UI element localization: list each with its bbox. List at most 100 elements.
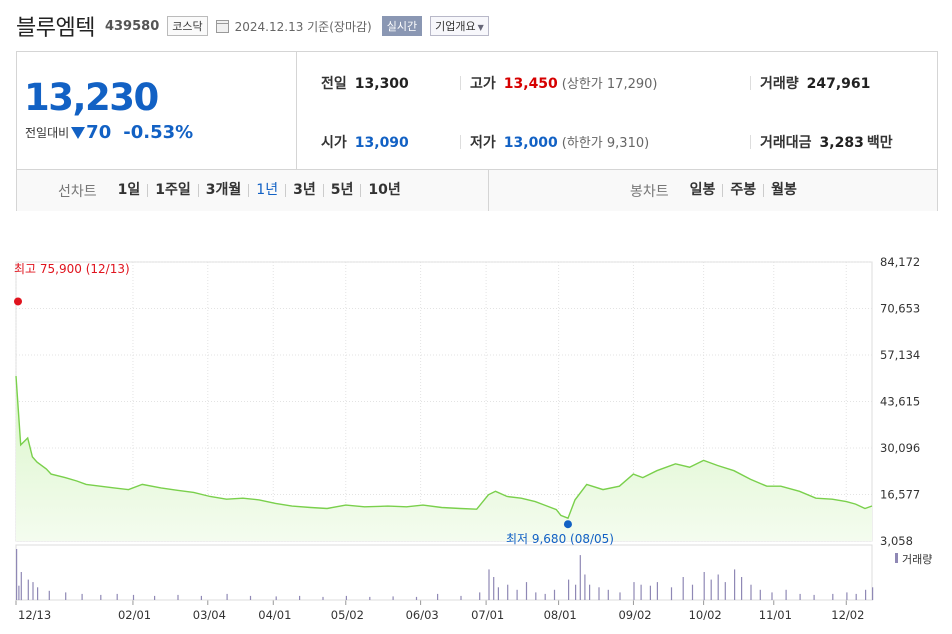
volume-bar: [275, 596, 277, 600]
line-chart-periods: 선차트 1일 1주일 3개월 1년 3년 5년 10년: [17, 170, 489, 211]
volume-bar: [813, 594, 815, 600]
volume-bar: [799, 593, 801, 600]
open-value: 13,090: [354, 135, 409, 151]
volume-bar: [37, 587, 39, 601]
volume-legend-icon: [895, 553, 898, 563]
volume-bar: [177, 594, 179, 600]
current-price: 13,230: [24, 76, 159, 119]
period-tab-3[interactable]: 1년: [248, 183, 285, 197]
volume-bar: [670, 587, 673, 601]
y-tick-label: 30,096: [880, 441, 920, 455]
volume-bar: [703, 572, 705, 601]
volume-bar: [832, 593, 834, 600]
volume-bar: [656, 582, 658, 600]
amount-value: 3,283: [819, 135, 864, 151]
volume-bar: [741, 577, 743, 600]
volume-bar: [322, 596, 324, 600]
volume-bar: [488, 569, 490, 600]
volume-bar: [132, 594, 135, 600]
volume-bar: [649, 585, 651, 600]
low-value: 13,000: [503, 135, 558, 151]
diff-percent: -0.53%: [123, 122, 194, 143]
volume-bar: [18, 585, 20, 600]
y-tick-label: 3,058: [880, 534, 913, 548]
volume-bar: [607, 589, 609, 600]
volume-bar: [437, 593, 439, 600]
volume-bar: [682, 577, 684, 600]
volume-bar: [116, 593, 118, 600]
prev-close-value: 13,300: [354, 76, 409, 92]
candle-chart-label: 봉차트: [630, 183, 669, 200]
high-value: 13,450: [503, 76, 558, 92]
candle-tab-0[interactable]: 일봉: [689, 182, 716, 198]
price-line: [15, 376, 873, 520]
stock-name: 블루엠텍: [16, 16, 95, 41]
volume-bar: [598, 587, 600, 601]
volume-label: 거래량: [760, 76, 799, 92]
line-chart-label: 선차트: [58, 183, 97, 200]
volume-bar: [846, 592, 848, 600]
volume-bar: [584, 574, 586, 600]
period-tab-2[interactable]: 3개월: [197, 183, 249, 197]
min-point: [563, 520, 572, 529]
volume-value: 247,961: [806, 76, 871, 92]
lower-limit-value: 9,310: [606, 136, 645, 151]
volume-bar: [20, 572, 22, 601]
low-label: 저가: [470, 135, 496, 151]
current-price-panel: 13,230 전일대비 70 -0.53%: [17, 52, 297, 169]
price-stats: 전일 13,300 고가 13,450 (상한가 17,290) 거래량 247…: [298, 52, 938, 169]
x-tick-label: 08/01: [544, 608, 577, 622]
candle-tab-1[interactable]: 주봉: [722, 183, 763, 197]
y-tick-label: 43,615: [880, 395, 920, 409]
period-tab-0[interactable]: 1일: [117, 182, 141, 198]
volume-bar: [32, 582, 34, 600]
company-overview-dropdown[interactable]: 기업개요 ▼: [430, 16, 489, 36]
x-tick-label: 07/01: [471, 608, 504, 622]
day-low: 저가 13,000 (하한가 9,310): [470, 132, 649, 152]
volume-bar: [734, 569, 736, 600]
volume-bar: [619, 592, 621, 600]
divider: [750, 135, 751, 149]
candle-tab-2[interactable]: 월봉: [763, 183, 804, 197]
period-tab-5[interactable]: 5년: [322, 183, 361, 197]
divider: [750, 76, 751, 90]
period-tab-1[interactable]: 1주일: [147, 183, 198, 197]
upper-limit-label: 상한가: [566, 77, 603, 92]
volume-bar: [16, 549, 18, 600]
chart-period-bar: 선차트 1일 1주일 3개월 1년 3년 5년 10년 봉차트 일봉 주봉 월봉: [17, 169, 937, 211]
volume-bar: [568, 579, 570, 600]
chevron-down-icon: ▼: [477, 23, 484, 32]
realtime-button[interactable]: 실시간: [381, 16, 423, 36]
period-tab-4[interactable]: 3년: [285, 183, 323, 197]
volume-bar: [785, 589, 787, 600]
max-point: [14, 297, 22, 306]
down-triangle-icon: [71, 126, 86, 139]
price-change: 전일대비 70 -0.53%: [25, 122, 193, 143]
market-badge: 코스닥: [167, 16, 208, 36]
volume-bar: [579, 555, 581, 600]
period-tab-6[interactable]: 10년: [360, 183, 407, 197]
volume-bar: [691, 584, 694, 600]
open-price: 시가 13,090: [321, 132, 409, 152]
y-tick-label: 84,172: [880, 255, 920, 269]
volume-bar: [589, 584, 591, 600]
volume-bar: [497, 587, 499, 601]
lower-limit-label: 하한가: [566, 136, 603, 151]
volume-bar: [855, 593, 857, 600]
volume-bar: [633, 582, 635, 600]
stock-code: 439580: [104, 18, 160, 34]
day-high: 고가 13,450 (상한가 17,290): [470, 73, 657, 93]
volume-bar: [544, 593, 546, 600]
max-annotation: 최고 75,900 (12/13): [14, 262, 130, 276]
y-tick-label: 70,653: [880, 302, 920, 316]
x-tick-label: 11/01: [759, 608, 792, 622]
volume-bar: [154, 595, 156, 600]
high-label: 고가: [470, 76, 496, 92]
volume-bar: [750, 584, 752, 600]
volume-bar: [865, 589, 867, 600]
volume-bar: [759, 589, 761, 600]
volume-bar: [717, 574, 719, 600]
volume-bar: [369, 596, 371, 600]
volume-stat: 거래량 247,961: [760, 73, 870, 93]
